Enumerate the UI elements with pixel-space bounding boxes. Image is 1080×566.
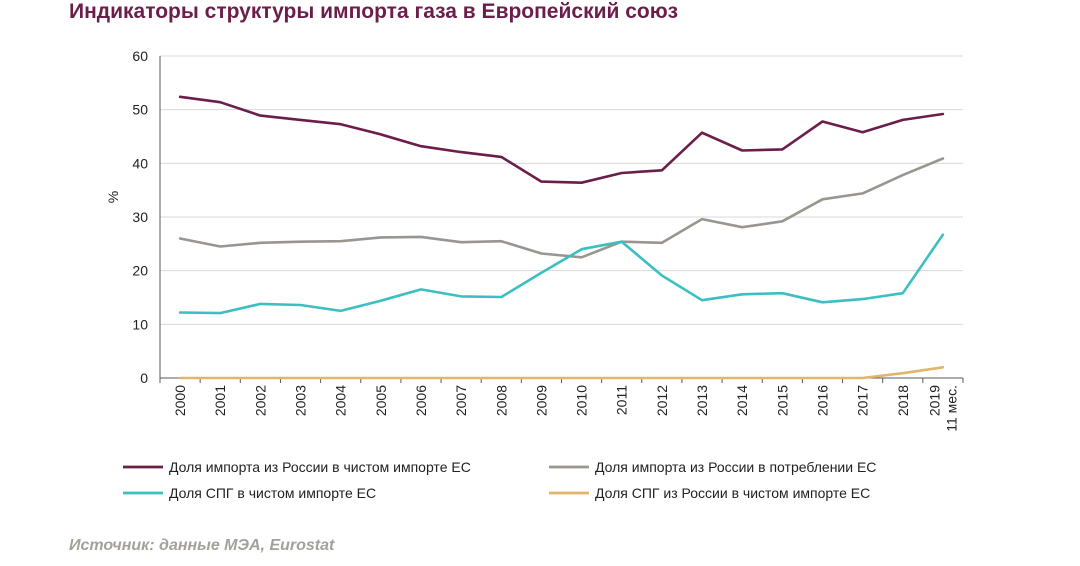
legend: Доля импорта из России в чистом импорте … — [123, 459, 876, 501]
x-tick-label: 2015 — [774, 385, 790, 416]
x-tick-label: 2001 — [212, 385, 228, 416]
x-tick-label: 2014 — [734, 385, 750, 416]
x-tick-label: 2005 — [373, 385, 389, 416]
x-tick-label: 2003 — [293, 385, 309, 416]
x-tick-label: 11 мес. — [943, 385, 959, 432]
x-tick-label: 2008 — [493, 385, 509, 416]
series-line-1 — [178, 95, 945, 184]
x-tick-label: 2009 — [533, 385, 549, 416]
x-tick-label: 2006 — [413, 385, 429, 416]
x-tick-label: 2019 — [926, 385, 942, 416]
legend-label: Доля СПГ в чистом импорте ЕС — [169, 485, 376, 501]
x-tick-label: 2010 — [574, 385, 590, 416]
source-note: Источник: данные МЭА, Eurostat — [69, 537, 335, 554]
legend-label: Доля импорта из России в потреблении ЕС — [595, 459, 876, 475]
x-tick-label: 2013 — [694, 385, 710, 416]
x-tick-label: 2017 — [855, 385, 871, 416]
axes — [159, 56, 964, 383]
series-lines — [178, 95, 945, 380]
x-tick-label: 2011 — [614, 385, 630, 415]
y-tick-label: 0 — [140, 370, 148, 386]
legend-label: Доля импорта из России в чистом импорте … — [169, 459, 471, 475]
x-tick-label: 2007 — [453, 385, 469, 416]
x-tick-label: 2018 — [895, 385, 911, 416]
series-line-2 — [178, 157, 945, 259]
y-tick-label: 20 — [132, 263, 148, 279]
x-tick-label: 2016 — [814, 385, 830, 416]
y-tick-label: 50 — [132, 102, 148, 118]
grid-lines — [160, 55, 963, 325]
y-tick-label: 10 — [132, 316, 148, 332]
y-tick-label: 40 — [132, 155, 148, 171]
y-tick-labels: 0 10 20 30 40 50 60 — [132, 48, 148, 386]
y-tick-label: 30 — [132, 209, 148, 225]
legend-label: Доля СПГ из России в чистом импорте ЕС — [595, 485, 870, 501]
series-line-3 — [178, 233, 945, 315]
x-tick-label: 2000 — [172, 385, 188, 416]
x-tick-labels: 2000 2001 2002 2003 2004 2005 2006 2007 2008 2009… — [172, 385, 959, 432]
chart-title: Индикаторы структуры импорта газа в Евро… — [69, 0, 679, 23]
y-tick-label: 60 — [132, 48, 148, 64]
x-tick-label: 2004 — [333, 385, 349, 416]
y-axis-label: % — [105, 191, 121, 203]
x-tick-label: 2012 — [654, 385, 670, 416]
series-line-4 — [178, 365, 945, 380]
x-tick-label: 2002 — [252, 385, 268, 416]
